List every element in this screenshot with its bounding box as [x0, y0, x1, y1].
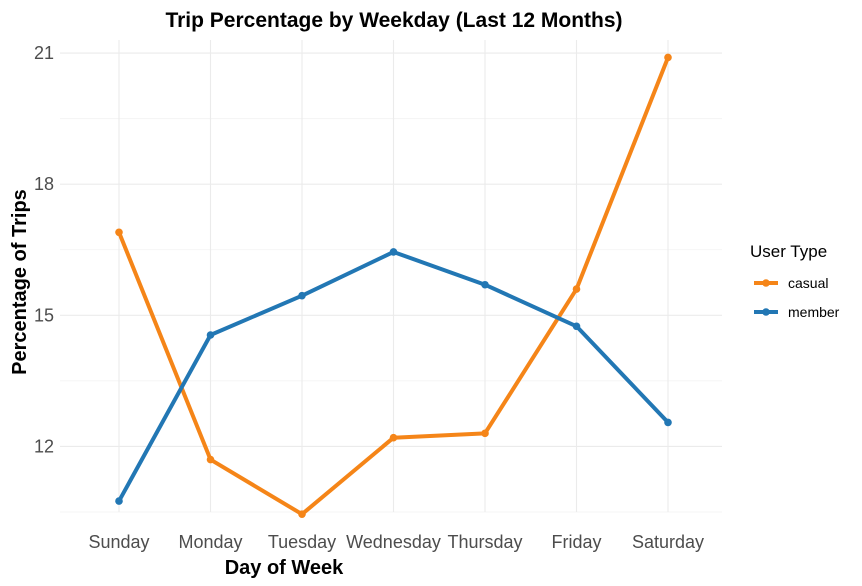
legend-key-point — [762, 279, 770, 287]
x-tick-label: Friday — [551, 532, 601, 552]
x-tick-label: Saturday — [632, 532, 704, 552]
x-axis-ticks: Sunday Monday Tuesday Wednesday Thursday Frid… — [88, 532, 704, 552]
y-tick-label: 15 — [34, 305, 54, 325]
x-tick-label: Monday — [178, 532, 242, 552]
data-point-casual — [481, 429, 489, 438]
x-tick-label: Tuesday — [268, 532, 336, 552]
y-axis-title: Percentage of Trips — [9, 189, 31, 375]
data-point-member — [664, 418, 672, 427]
y-tick-label: 12 — [34, 436, 54, 456]
legend-label-casual: casual — [788, 275, 828, 291]
data-point-casual — [206, 455, 215, 464]
legend: User Type casual member — [750, 242, 840, 320]
data-point-casual — [115, 228, 123, 237]
x-axis-title: Day of Week — [225, 557, 344, 579]
x-tick-label: Thursday — [447, 532, 522, 552]
legend-key-point — [762, 308, 770, 316]
data-point-member — [481, 280, 489, 289]
y-tick-label: 21 — [34, 43, 54, 63]
x-tick-label: Wednesday — [346, 532, 441, 552]
y-tick-label: 18 — [34, 174, 54, 194]
data-point-casual — [572, 285, 581, 293]
data-point-member — [206, 331, 215, 339]
data-point-member — [572, 322, 581, 331]
data-point-member — [115, 497, 123, 505]
series-points — [115, 53, 672, 518]
data-point-casual — [664, 53, 672, 62]
data-point-member — [389, 248, 398, 256]
y-axis-ticks: 12 15 18 21 — [34, 43, 54, 456]
x-tick-label: Sunday — [88, 532, 149, 552]
chart-title: Trip Percentage by Weekday (Last 12 Mont… — [165, 9, 622, 32]
data-point-casual — [389, 433, 398, 442]
data-point-casual — [298, 510, 306, 518]
legend-title: User Type — [750, 242, 827, 261]
data-point-member — [298, 291, 306, 300]
legend-label-member: member — [788, 304, 840, 320]
